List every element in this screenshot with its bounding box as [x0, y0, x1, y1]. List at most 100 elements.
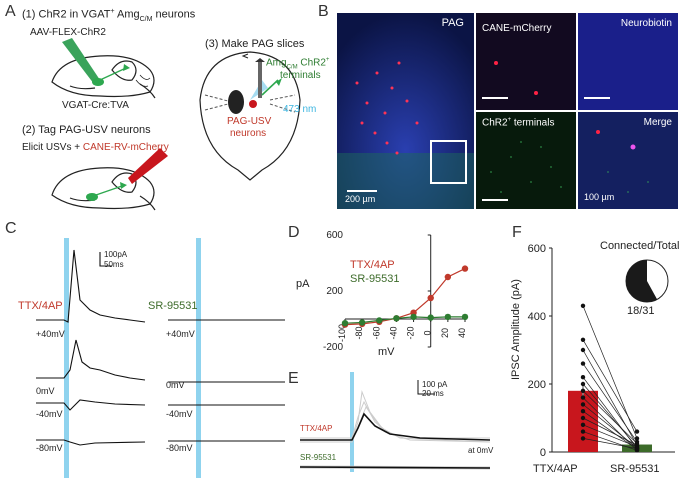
- legend-sr: SR-95531: [350, 273, 400, 285]
- ipsc-ytick-label: 200: [528, 379, 546, 391]
- scale-bar-200: 200 µm: [345, 194, 376, 204]
- step1-label: (1) ChR2 in VGAT+ AmgC/M neurons: [22, 8, 196, 23]
- iv-xtick-label: -40: [388, 326, 398, 339]
- iv-xtick-label: -20: [406, 326, 416, 339]
- step2-label: (2) Tag PAG-USV neurons: [22, 124, 151, 136]
- ipsc-pair-line: [582, 390, 638, 444]
- pag-label: PAG: [441, 17, 464, 29]
- amg-label: AmgC/M ChR2+: [266, 57, 330, 71]
- panel-c-letter: C: [5, 220, 17, 237]
- ipsc-point: [580, 337, 586, 342]
- ipsc-point: [580, 415, 586, 421]
- neurobiotin-label: Neurobiotin: [620, 18, 672, 29]
- cat-ttx: TTX/4AP: [533, 463, 578, 475]
- ipsc-point: [580, 422, 586, 427]
- step3-label: (3) Make PAG slices: [205, 38, 305, 50]
- ipsc-point: [634, 446, 640, 451]
- pie-title: Connected/Total: [600, 240, 680, 252]
- wavelength-label: 473 nm: [283, 104, 317, 115]
- iv-xlabel: mV: [378, 346, 395, 358]
- iv-xtick-label: 20: [440, 328, 450, 338]
- ipsc-point: [580, 395, 586, 400]
- merge-micrograph: Merge 100 µm: [578, 112, 678, 209]
- iv-xtick-label: 40: [457, 328, 467, 338]
- iv-point: [376, 317, 383, 324]
- legend-ttx: TTX/4AP: [350, 259, 395, 271]
- v-left-40: +40mV: [36, 329, 65, 339]
- chr2-micrograph: ChR2+ terminals: [476, 112, 576, 209]
- virus-label: AAV-FLEX-ChR2: [30, 27, 106, 38]
- e-cond-ttx: TTX/4AP: [300, 424, 333, 433]
- ipsc-pair-line: [582, 438, 638, 449]
- v-left-0: 0mV: [36, 386, 55, 396]
- scale-pa: 100pA: [104, 250, 128, 259]
- iv-ytick-label: 200: [326, 286, 343, 297]
- ipsc-bar: [568, 390, 598, 452]
- scale-ms: 50ms: [104, 260, 124, 269]
- ipsc-point: [580, 436, 586, 441]
- ipsc-point: [580, 429, 586, 434]
- ipsc-ytick-label: 400: [528, 311, 546, 323]
- ipsc-point: [580, 347, 586, 353]
- e-scale-ms: 20 ms: [422, 389, 444, 398]
- pag-micrograph: PAG 200 µm: [337, 13, 474, 209]
- pie-slice: [626, 260, 658, 302]
- ipsc-ylabel: IPSC Amplitude (pA): [510, 279, 522, 380]
- pie-label: 18/31: [627, 305, 655, 317]
- ipsc-pair-line: [582, 417, 638, 446]
- ipsc-pair-line: [582, 363, 638, 442]
- cane-micrograph: CANE-mCherry: [476, 13, 576, 110]
- ipsc-point: [634, 436, 640, 441]
- ipsc-pair-line: [582, 339, 638, 432]
- ipsc-point: [634, 429, 640, 434]
- v-right-40: +40mV: [166, 329, 195, 339]
- panel-a-letter: A: [5, 3, 16, 20]
- ipsc-point: [580, 409, 586, 414]
- mcherry-cells: [355, 61, 419, 155]
- ipsc-chart: 0 200 400 600: [528, 243, 675, 459]
- iv-point: [444, 273, 452, 281]
- ipsc-point: [580, 388, 586, 393]
- chr2-terminals-label: ChR2+ terminals: [482, 117, 555, 129]
- iv-point: [341, 320, 349, 327]
- ipsc-ytick-label: 0: [540, 447, 546, 459]
- e-cond-sr: SR-95531: [300, 453, 337, 462]
- iv-ytick-label: -200: [323, 342, 343, 353]
- cond-sr-label: SR-95531: [148, 300, 198, 312]
- e-scale-pa: 100 pA: [422, 380, 448, 389]
- ipsc-point: [580, 402, 586, 407]
- panel-a-schematic: [51, 38, 301, 211]
- terminals-label: terminals: [280, 70, 321, 81]
- merge-label: Merge: [643, 117, 672, 128]
- v-right-n80: -80mV: [166, 443, 193, 453]
- ipsc-ytick-label: 600: [528, 243, 546, 255]
- panel-e-letter: E: [288, 370, 299, 387]
- scale-bar-100: 100 µm: [584, 192, 615, 202]
- elicit-label: Elicit USVs + CANE-RV-mCherry: [22, 142, 169, 153]
- cond-ttx-label: TTX/4AP: [18, 300, 63, 312]
- pag-usv-label: PAG-USV: [227, 116, 272, 127]
- v-right-0: 0mV: [166, 380, 185, 390]
- panel-e-traces: [299, 372, 491, 472]
- neurons-label: neurons: [230, 128, 267, 139]
- ipsc-pair-line: [582, 397, 638, 451]
- panel-b-letter: B: [318, 3, 329, 20]
- pag-slice-icon: [199, 51, 301, 181]
- panel-d-letter: D: [288, 224, 300, 241]
- ipsc-pair-line: [582, 383, 638, 448]
- ipsc-point: [580, 303, 586, 308]
- iv-xtick-label: -80: [354, 326, 364, 339]
- virus-pipette-icon: [128, 148, 168, 184]
- v-left-n80: -80mV: [36, 443, 63, 453]
- iv-point: [393, 315, 400, 322]
- iv-ytick-label: 600: [326, 230, 343, 241]
- iv-xtick-label: -100: [337, 324, 347, 342]
- mouse-line-label: VGAT-Cre:TVA: [62, 100, 129, 111]
- ipsc-point: [580, 381, 586, 387]
- cane-mcherry-label: CANE-mCherry: [482, 23, 552, 34]
- v-right-n40: -40mV: [166, 409, 193, 419]
- v-left-n40: -40mV: [36, 409, 63, 419]
- iv-ylabel: pA: [296, 278, 310, 290]
- cat-sr: SR-95531: [610, 463, 660, 475]
- ipsc-point: [580, 361, 586, 366]
